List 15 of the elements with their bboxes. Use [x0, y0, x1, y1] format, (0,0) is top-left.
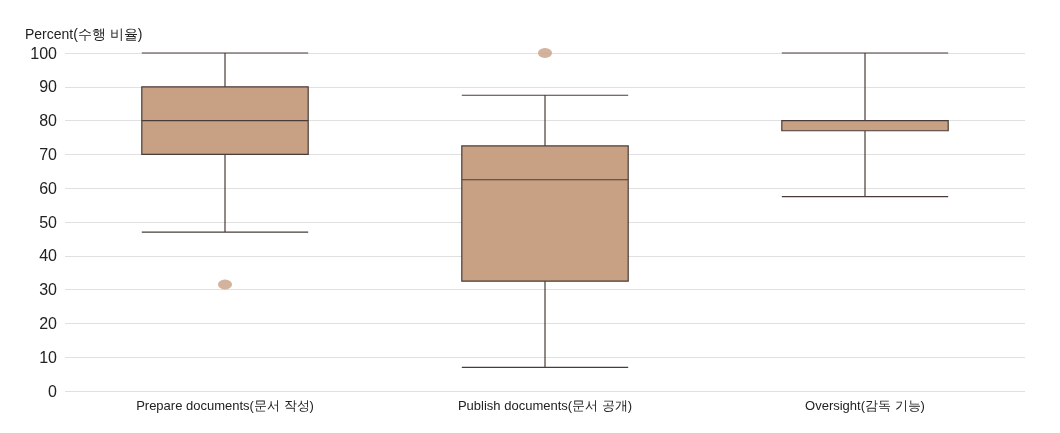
- x-tick-label: Prepare documents(문서 작성): [136, 398, 314, 413]
- y-tick-label: 40: [39, 247, 58, 265]
- y-tick-label: 80: [39, 112, 58, 130]
- y-tick-label: 0: [48, 382, 58, 400]
- y-tick-label: 50: [39, 213, 58, 231]
- y-tick-label: 70: [39, 145, 58, 163]
- y-tick-label: 30: [39, 281, 58, 299]
- y-axis-title: Percent(수행 비율): [25, 26, 143, 42]
- y-tick-label: 90: [39, 78, 58, 96]
- y-tick-label: 10: [39, 348, 58, 366]
- x-tick-label: Oversight(감독 기능): [805, 398, 925, 413]
- x-tick-label: Publish documents(문서 공개): [457, 398, 633, 413]
- y-tick-label: 100: [30, 44, 58, 62]
- y-tick-label: 20: [39, 314, 58, 332]
- y-tick-label: 60: [39, 179, 58, 197]
